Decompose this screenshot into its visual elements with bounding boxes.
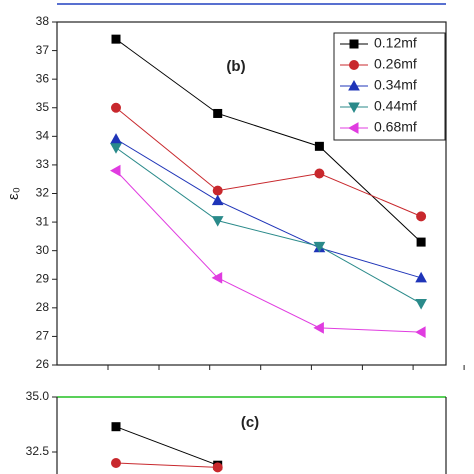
legend-marker <box>348 102 360 114</box>
point <box>212 462 223 473</box>
point <box>212 185 223 196</box>
y-tick-label: 32.5 <box>26 444 50 458</box>
y-tick-label: 28 <box>36 300 50 314</box>
annotation: (c) <box>241 414 259 431</box>
point <box>111 34 121 44</box>
legend-marker <box>347 122 359 134</box>
point <box>211 194 224 206</box>
legend-marker <box>349 60 359 70</box>
y-tick-label: 31 <box>36 214 50 228</box>
point <box>211 216 224 227</box>
point <box>110 133 122 144</box>
legend-label: 0.44mf <box>374 98 417 114</box>
y-tick-label: 32 <box>36 186 50 200</box>
point <box>416 237 426 247</box>
legend-label: 0.68mf <box>374 119 417 135</box>
y-axis-label: ε₀ <box>5 187 22 200</box>
point <box>415 299 427 310</box>
series-line <box>115 170 422 333</box>
y-tick-label: 33 <box>36 157 50 171</box>
y-tick-label: 36 <box>36 71 50 85</box>
point <box>314 141 324 151</box>
y-tick-label: 29 <box>36 271 50 285</box>
point <box>211 271 223 284</box>
y-tick-label: 27 <box>36 329 50 343</box>
y-tick-label: 26 <box>36 357 50 371</box>
point <box>415 271 427 283</box>
legend-label: 0.34mf <box>374 77 417 93</box>
annotation: (b) <box>226 58 245 75</box>
series-line <box>115 38 422 243</box>
point <box>109 164 121 177</box>
y-tick-label: 35.0 <box>26 389 50 403</box>
series-line <box>115 107 422 217</box>
point <box>313 321 324 334</box>
point <box>111 458 121 468</box>
legend-marker <box>349 39 359 49</box>
series-line <box>115 426 218 466</box>
legend-marker <box>348 79 360 91</box>
point <box>213 108 223 118</box>
y-tick-label: 37 <box>36 43 50 57</box>
y-tick-label: 34 <box>36 129 50 143</box>
point <box>314 168 325 179</box>
point <box>415 326 426 338</box>
y-tick-label: 30 <box>36 243 50 257</box>
point <box>110 143 122 154</box>
point <box>111 422 121 432</box>
legend-label: 0.26mf <box>374 56 417 72</box>
series-line <box>115 462 218 468</box>
y-tick-label: 38 <box>36 14 50 28</box>
point <box>111 102 121 113</box>
point <box>313 241 326 253</box>
legend-label: 0.12mf <box>374 35 417 51</box>
point <box>416 211 427 222</box>
y-tick-label: 35 <box>36 100 50 114</box>
series-line <box>115 147 422 304</box>
series-line <box>115 138 422 279</box>
